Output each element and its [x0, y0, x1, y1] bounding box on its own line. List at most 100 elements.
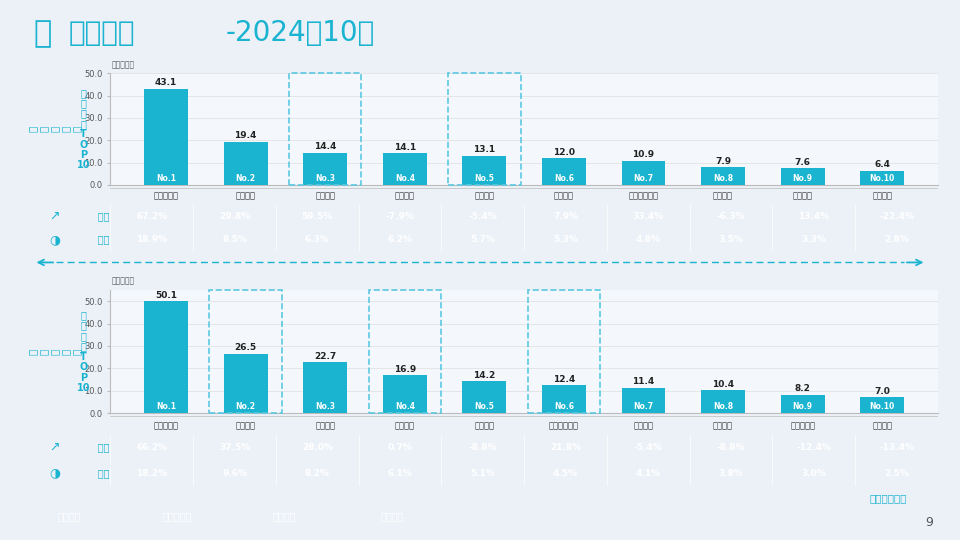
Text: 5.3%: 5.3% [553, 235, 578, 244]
Text: ◑: ◑ [49, 467, 60, 480]
Bar [860, 397, 904, 413]
Text: 一汽大众: 一汽大众 [474, 421, 494, 430]
Text: 3.5%: 3.5% [719, 235, 743, 244]
Text: 14.2: 14.2 [473, 371, 495, 380]
Bar [303, 362, 348, 413]
Text: 上汽大众: 上汽大众 [554, 192, 574, 201]
Text: 33.4%: 33.4% [633, 212, 664, 221]
Text: 22.7: 22.7 [314, 352, 336, 361]
Bar [224, 354, 268, 413]
Text: 18.9%: 18.9% [136, 235, 167, 244]
Text: 0.7%: 0.7% [388, 443, 413, 452]
Text: No.6: No.6 [554, 174, 574, 183]
Text: 16.9: 16.9 [394, 365, 416, 374]
Bar [860, 171, 904, 185]
Text: 零
售
销
量
T
O
P
10: 零 售 销 量 T O P 10 [77, 87, 90, 171]
Text: 14.1: 14.1 [394, 143, 416, 152]
Text: 50.1: 50.1 [156, 291, 177, 300]
Text: 单位：万辆: 单位：万辆 [112, 60, 135, 69]
Text: 6.3%: 6.3% [305, 235, 329, 244]
Text: 一汽丰田: 一汽丰田 [793, 192, 813, 201]
Text: -5.4%: -5.4% [634, 443, 662, 452]
Bar [383, 153, 426, 185]
Text: 单位：万辆: 单位：万辆 [112, 276, 135, 286]
Text: 上汽通用五菱: 上汽通用五菱 [549, 421, 579, 430]
Bar [701, 167, 745, 185]
Text: 份额: 份额 [91, 468, 109, 478]
Text: No.3: No.3 [315, 402, 335, 411]
Text: 26.5: 26.5 [234, 343, 256, 353]
Text: 总体判断: 总体判断 [58, 511, 82, 521]
Text: 12.4: 12.4 [553, 375, 575, 384]
Text: 同比: 同比 [91, 442, 109, 453]
Text: No.5: No.5 [474, 402, 494, 411]
Bar [224, 141, 268, 185]
Bar [463, 156, 506, 185]
Text: -8.8%: -8.8% [468, 443, 497, 452]
Text: No.6: No.6 [554, 402, 574, 411]
Bar [383, 375, 426, 413]
Text: 9.6%: 9.6% [222, 469, 247, 478]
Text: 8.2: 8.2 [795, 384, 810, 394]
Text: 18.2%: 18.2% [136, 469, 167, 478]
Text: 长安汽车: 长安汽车 [395, 421, 415, 430]
Bar [144, 301, 188, 413]
Text: 》: 》 [34, 19, 52, 48]
Text: 比亚迪汽车: 比亚迪汽车 [154, 192, 179, 201]
Text: 7.6: 7.6 [795, 158, 810, 167]
Text: -5.4%: -5.4% [468, 212, 497, 221]
Text: No.9: No.9 [793, 402, 813, 411]
Text: 4.5%: 4.5% [553, 469, 578, 478]
Text: 批
发
销
量
T
O
P
10: 批 发 销 量 T O P 10 [77, 310, 90, 393]
Text: 长安汽车: 长安汽车 [474, 192, 494, 201]
Bar [780, 168, 825, 185]
Text: 4.1%: 4.1% [636, 469, 660, 478]
Text: -22.4%: -22.4% [879, 212, 914, 221]
Text: 28.0%: 28.0% [301, 443, 333, 452]
Text: 新能源消费: 新能源消费 [162, 511, 192, 521]
Text: No.10: No.10 [870, 402, 895, 411]
Text: 月度信息发布: 月度信息发布 [870, 493, 907, 503]
Text: -13.4%: -13.4% [879, 443, 914, 452]
Text: 2.5%: 2.5% [884, 469, 909, 478]
Text: 12.0: 12.0 [553, 148, 575, 157]
Text: 一汽大众: 一汽大众 [395, 192, 415, 201]
Text: 10.4: 10.4 [712, 380, 734, 388]
Text: No.4: No.4 [395, 174, 415, 183]
Text: No.5: No.5 [474, 174, 494, 183]
Text: 2.8%: 2.8% [884, 235, 909, 244]
Text: No.8: No.8 [713, 174, 733, 183]
Text: No.7: No.7 [634, 402, 654, 411]
Text: 长城汽车: 长城汽车 [873, 192, 892, 201]
Text: No.2: No.2 [235, 402, 255, 411]
Text: 13.4%: 13.4% [798, 212, 829, 221]
Text: 19.4: 19.4 [234, 131, 257, 140]
Text: 上汽通用五菱: 上汽通用五菱 [629, 192, 659, 201]
Text: No.7: No.7 [634, 174, 654, 183]
Text: 3.3%: 3.3% [802, 235, 827, 244]
Text: -2024年10月: -2024年10月 [226, 19, 374, 47]
Bar [463, 381, 506, 413]
Text: 广
义
乘
用
车: 广 义 乘 用 车 [28, 348, 82, 355]
Text: 6.2%: 6.2% [388, 235, 413, 244]
Bar [144, 89, 188, 185]
Text: 59.5%: 59.5% [301, 212, 333, 221]
Text: 6.4: 6.4 [875, 160, 890, 170]
Text: 6.1%: 6.1% [388, 469, 413, 478]
Text: 14.4: 14.4 [314, 143, 336, 151]
Text: 66.2%: 66.2% [136, 443, 167, 452]
Text: 10.9: 10.9 [633, 150, 655, 159]
Text: 7.9%: 7.9% [553, 212, 578, 221]
Text: No.1: No.1 [156, 402, 176, 411]
Text: 5.1%: 5.1% [470, 469, 495, 478]
Bar [701, 390, 745, 413]
Text: No.8: No.8 [713, 402, 733, 411]
Bar [780, 395, 825, 413]
Text: No.3: No.3 [315, 174, 335, 183]
Text: 3.0%: 3.0% [802, 469, 827, 478]
Text: 8.5%: 8.5% [222, 235, 247, 244]
Text: No.2: No.2 [235, 174, 255, 183]
Text: 4.8%: 4.8% [636, 235, 660, 244]
Text: 5.7%: 5.7% [470, 235, 495, 244]
Bar [542, 386, 586, 413]
